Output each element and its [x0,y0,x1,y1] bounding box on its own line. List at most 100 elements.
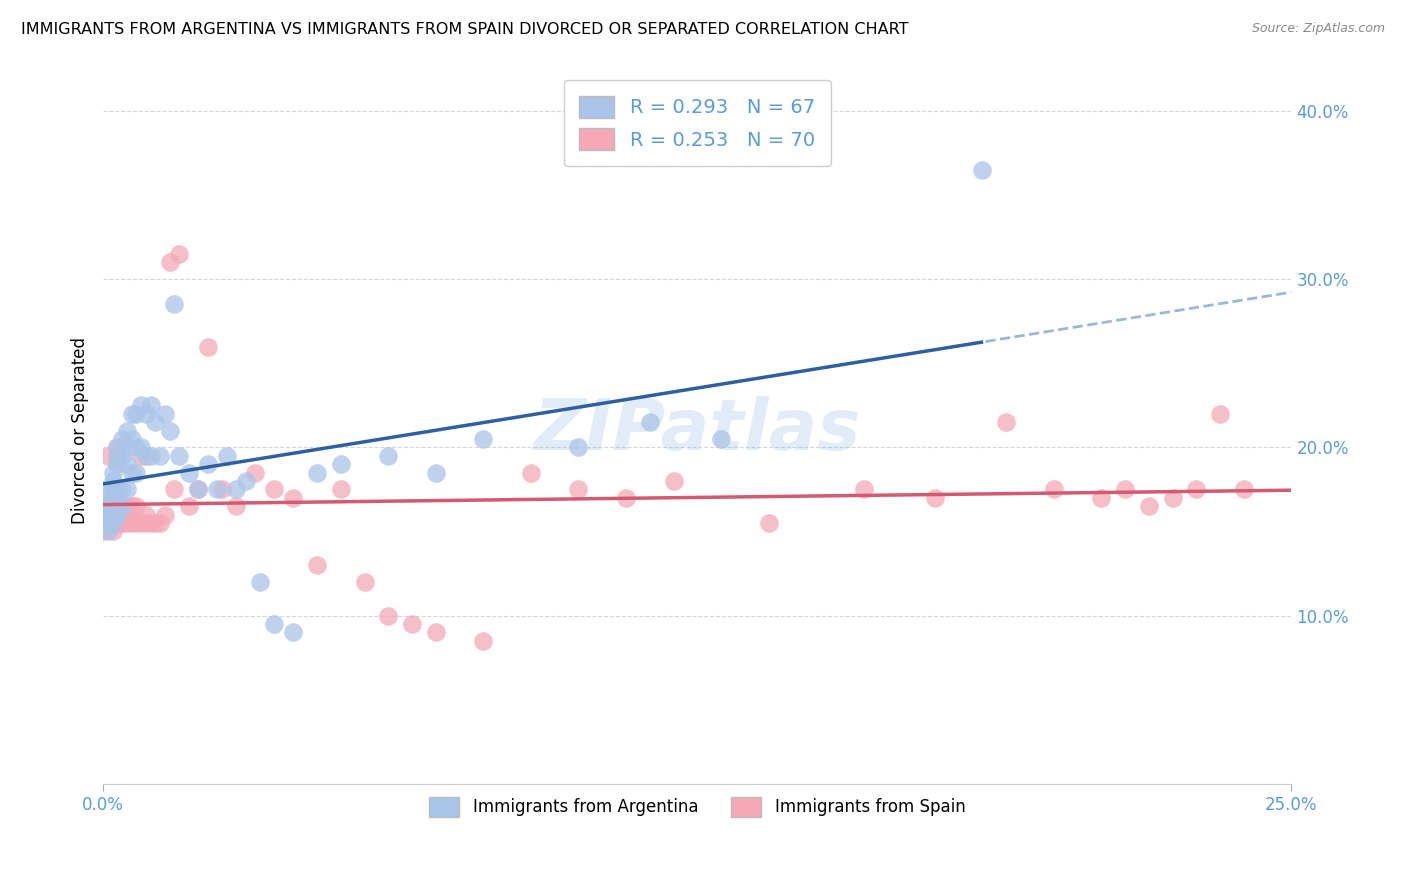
Point [91,516,114,530]
Point [91,508,114,522]
Point [105,449,128,463]
Point [177,500,200,514]
Point [1185,483,1208,497]
Point [377,449,399,463]
Point [145,516,167,530]
Point [225,500,247,514]
Point [163,483,186,497]
Point [97,516,120,530]
Point [105,508,128,522]
Y-axis label: Divorced or Separated: Divorced or Separated [72,337,89,524]
Point [149,516,172,530]
Point [105,441,128,455]
Point [167,449,190,463]
Point [472,633,495,648]
Point [1090,491,1112,505]
Point [101,466,124,480]
Point [377,608,399,623]
Point [105,449,128,463]
Point [115,508,138,522]
Point [139,516,162,530]
Point [97,516,120,530]
Point [125,466,148,480]
Point [401,617,423,632]
Point [1209,407,1232,421]
Point [135,516,157,530]
Point [125,516,148,530]
Point [235,474,257,488]
Point [125,407,148,421]
Point [153,407,176,421]
Point [215,449,238,463]
Point [97,500,120,514]
Text: ZIPatlas: ZIPatlas [534,396,860,465]
Point [425,466,447,480]
Point [97,508,120,522]
Point [567,483,589,497]
Point [758,516,780,530]
Point [197,457,219,471]
Point [245,466,267,480]
Point [121,466,143,480]
Point [121,432,143,446]
Point [283,491,305,505]
Point [425,625,447,640]
Point [97,449,120,463]
Point [121,516,143,530]
Point [91,524,114,539]
Point [135,407,157,421]
Point [187,483,209,497]
Point [97,500,120,514]
Point [159,255,181,269]
Point [149,449,172,463]
Point [924,491,946,505]
Point [135,508,157,522]
Point [101,516,124,530]
Point [125,441,148,455]
Point [305,466,328,480]
Point [177,466,200,480]
Point [105,457,128,471]
Point [129,398,152,412]
Point [125,500,148,514]
Point [111,516,134,530]
Text: IMMIGRANTS FROM ARGENTINA VS IMMIGRANTS FROM SPAIN DIVORCED OR SEPARATED CORRELA: IMMIGRANTS FROM ARGENTINA VS IMMIGRANTS … [21,22,908,37]
Point [97,516,120,530]
Point [263,483,285,497]
Point [111,516,134,530]
Point [249,574,271,589]
Point [111,483,134,497]
Point [101,524,124,539]
Point [710,432,733,446]
Point [1161,491,1184,505]
Point [638,415,661,429]
Point [139,449,162,463]
Point [305,558,328,573]
Point [1233,483,1256,497]
Point [135,449,157,463]
Point [111,500,134,514]
Point [101,483,124,497]
Point [101,516,124,530]
Point [101,491,124,505]
Point [97,483,120,497]
Point [97,516,120,530]
Point [129,516,152,530]
Point [105,516,128,530]
Point [115,441,138,455]
Point [329,483,352,497]
Legend: Immigrants from Argentina, Immigrants from Spain: Immigrants from Argentina, Immigrants fr… [420,789,974,825]
Point [101,500,124,514]
Point [167,247,190,261]
Point [101,516,124,530]
Point [205,483,228,497]
Point [115,457,138,471]
Point [115,483,138,497]
Point [105,500,128,514]
Point [1114,483,1136,497]
Point [115,424,138,438]
Point [101,508,124,522]
Point [105,441,128,455]
Point [111,432,134,446]
Point [97,500,120,514]
